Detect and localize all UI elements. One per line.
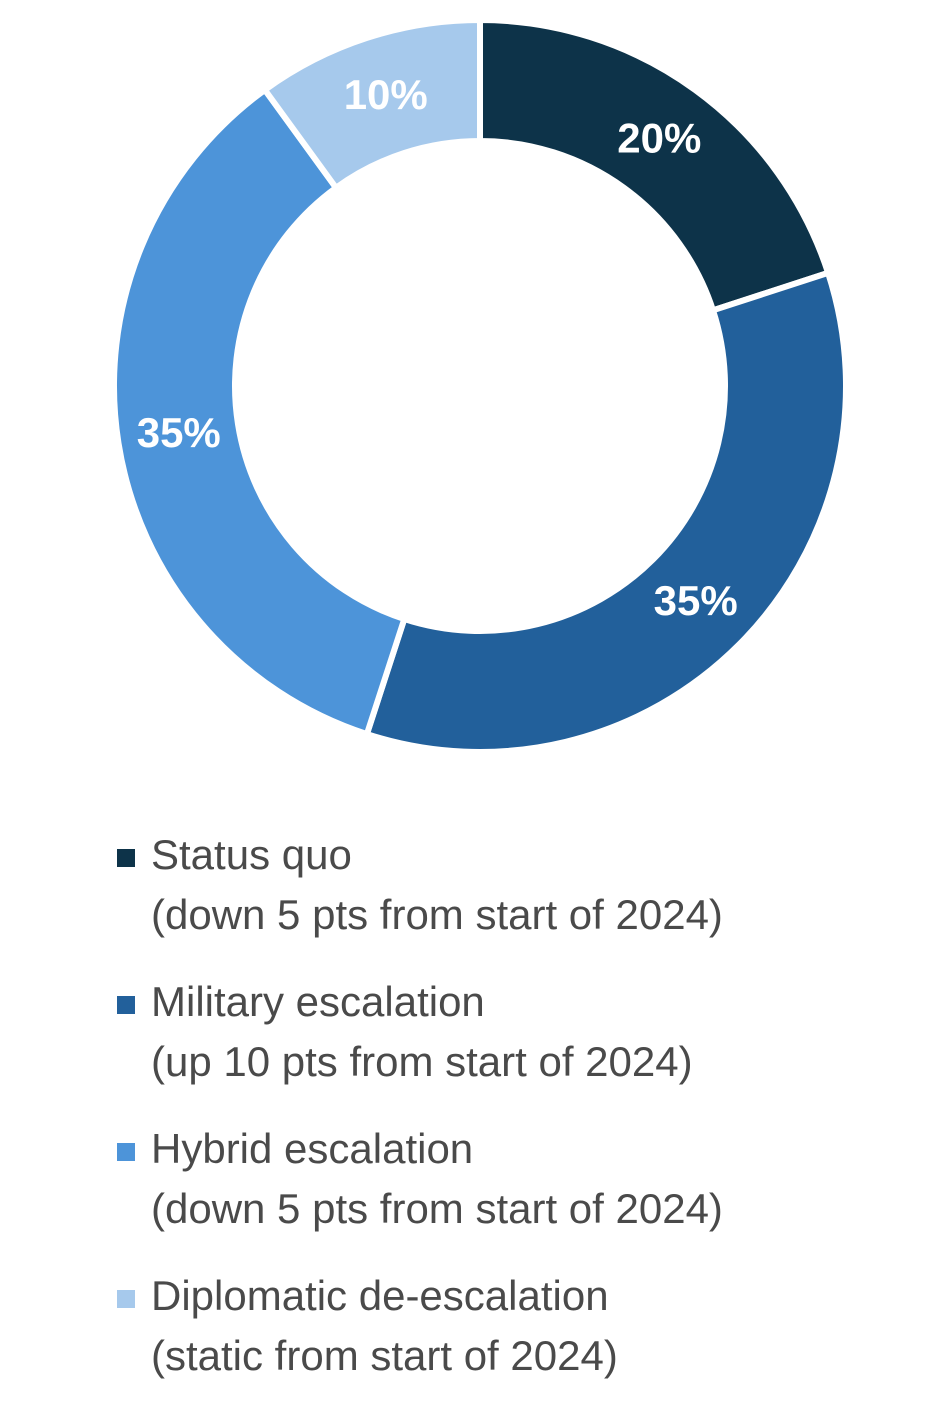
- legend-label: Diplomatic de-escalation: [151, 1272, 609, 1319]
- legend-swatch: [117, 1290, 135, 1308]
- legend-label: Status quo: [151, 831, 352, 878]
- donut-segment: [111, 85, 409, 738]
- donut-segment: [260, 16, 483, 192]
- data-label: 20%: [617, 114, 701, 161]
- legend-description: (static from start of 2024): [151, 1332, 618, 1379]
- legend-description: (down 5 pts from start of 2024): [151, 891, 723, 938]
- legend-swatch: [117, 996, 135, 1014]
- legend-label: Military escalation: [151, 978, 485, 1025]
- legend-swatch: [117, 1143, 135, 1161]
- data-label: 35%: [654, 577, 738, 624]
- donut-segment: [363, 269, 849, 755]
- donut-segment: [477, 16, 832, 315]
- legend-description: (up 10 pts from start of 2024): [151, 1038, 693, 1085]
- legend-label: Hybrid escalation: [151, 1125, 473, 1172]
- legend-description: (down 5 pts from start of 2024): [151, 1185, 723, 1232]
- data-label: 35%: [137, 409, 221, 456]
- legend-swatch: [117, 849, 135, 867]
- data-label: 10%: [344, 71, 428, 118]
